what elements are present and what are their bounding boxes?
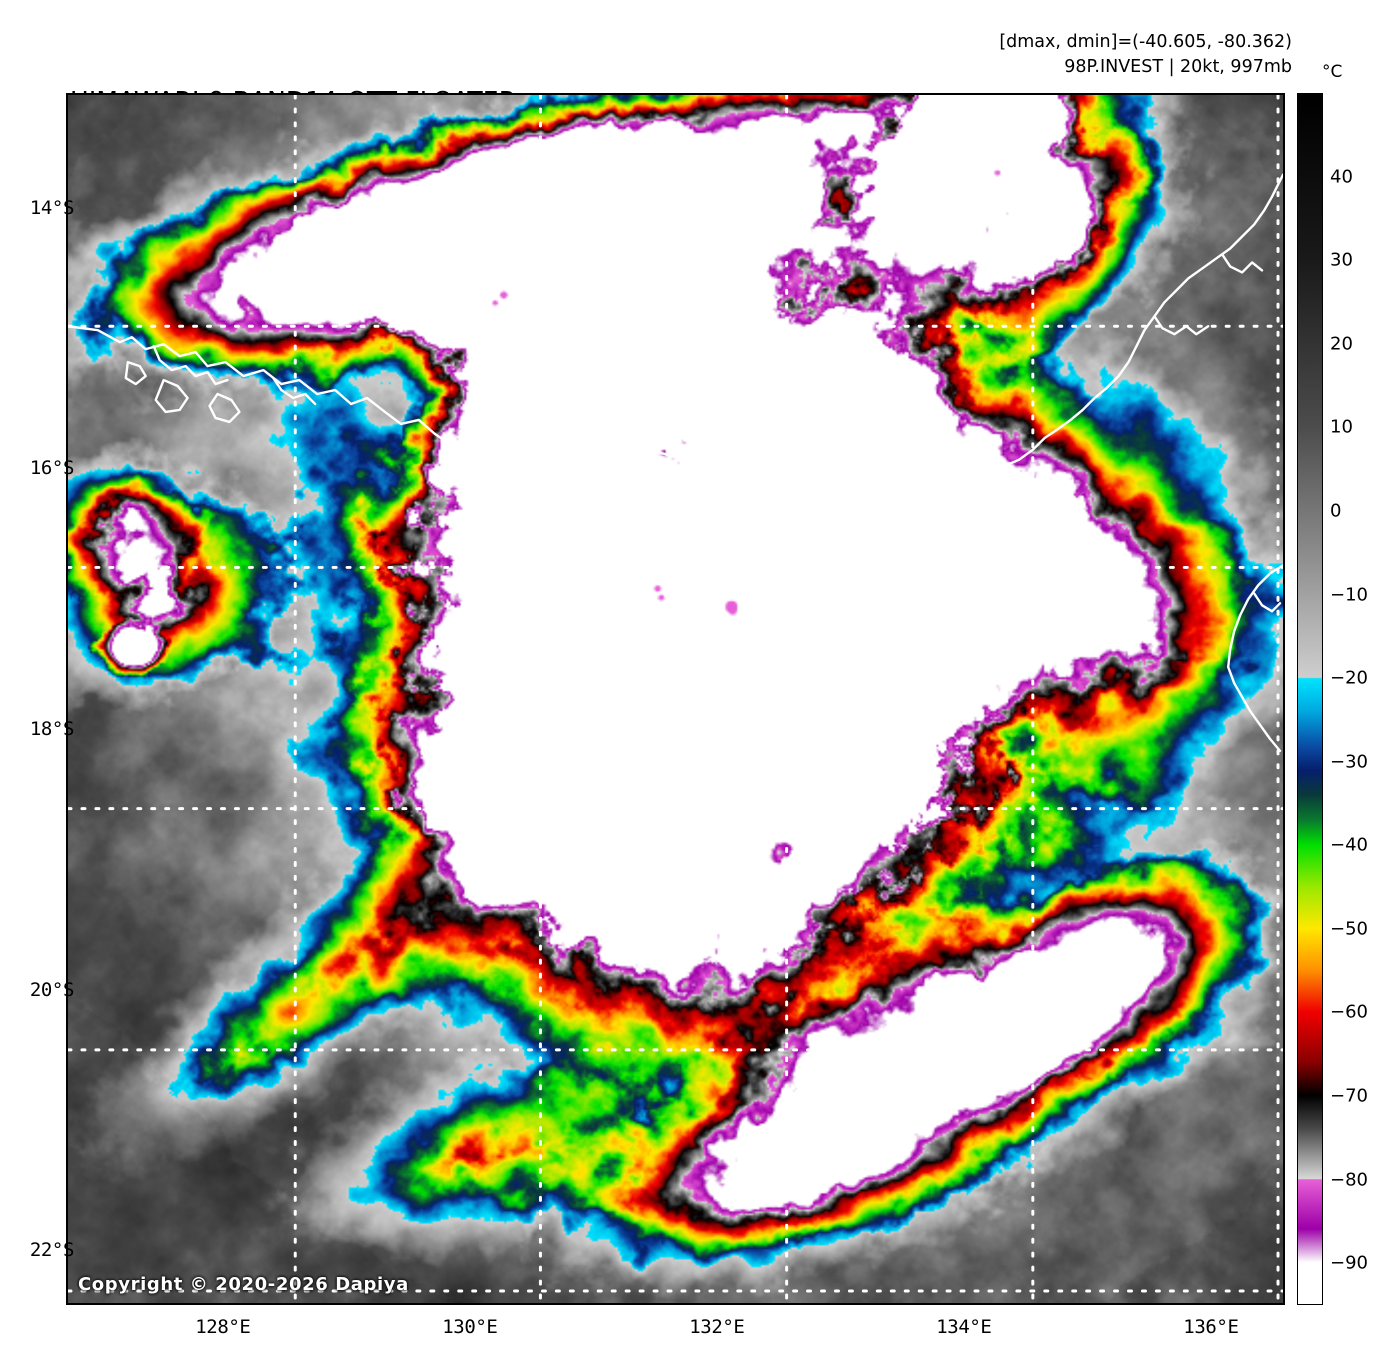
lat-tick-20°S: 20°S [29, 978, 75, 1001]
lat-tick-18°S: 18°S [29, 717, 75, 740]
colorbar-tick--80: −80 [1330, 1169, 1368, 1191]
copyright-notice: Copyright © 2020-2026 Dapiya [78, 1274, 409, 1295]
lat-tick-22°S: 22°S [29, 1239, 75, 1262]
lon-tick-130°E: 130°E [442, 1316, 498, 1338]
colorbar-tick-30: 30 [1330, 249, 1353, 271]
colorbar-tick--40: −40 [1330, 834, 1368, 856]
infrared-imagery-canvas [68, 95, 1283, 1303]
colorbar-unit-label: °C [1322, 62, 1343, 82]
lat-tick-16°S: 16°S [29, 457, 75, 480]
lon-tick-128°E: 128°E [195, 1316, 251, 1338]
colorbar-tick--50: −50 [1330, 918, 1368, 940]
lon-tick-136°E: 136°E [1183, 1316, 1239, 1338]
colorbar-tick--70: −70 [1330, 1085, 1368, 1107]
colorbar-tick-0: 0 [1330, 500, 1342, 522]
colorbar-tick--90: −90 [1330, 1252, 1368, 1274]
colorbar-tick-20: 20 [1330, 333, 1353, 355]
colorbar-tick--10: −10 [1330, 584, 1368, 606]
satellite-image-plot: Copyright © 2020-2026 Dapiya [66, 93, 1285, 1305]
colorbar-tick--20: −20 [1330, 667, 1368, 689]
storm-info-label: 98P.INVEST | 20kt, 997mb [1064, 57, 1292, 78]
dmax-dmin-label: [dmax, dmin]=(-40.605, -80.362) [999, 32, 1292, 52]
colorbar-tick-40: 40 [1330, 166, 1353, 188]
header-metadata: [dmax, dmin]=(-40.605, -80.362) 98P.INVE… [999, 30, 1292, 81]
lon-tick-132°E: 132°E [689, 1316, 745, 1338]
lat-tick-14°S: 14°S [29, 196, 75, 219]
colorbar-tick--60: −60 [1330, 1001, 1368, 1023]
colorbar-tick-10: 10 [1330, 416, 1353, 438]
lon-tick-134°E: 134°E [936, 1316, 992, 1338]
colorbar [1297, 93, 1323, 1305]
colorbar-gradient [1298, 94, 1322, 1304]
colorbar-tick--30: −30 [1330, 751, 1368, 773]
